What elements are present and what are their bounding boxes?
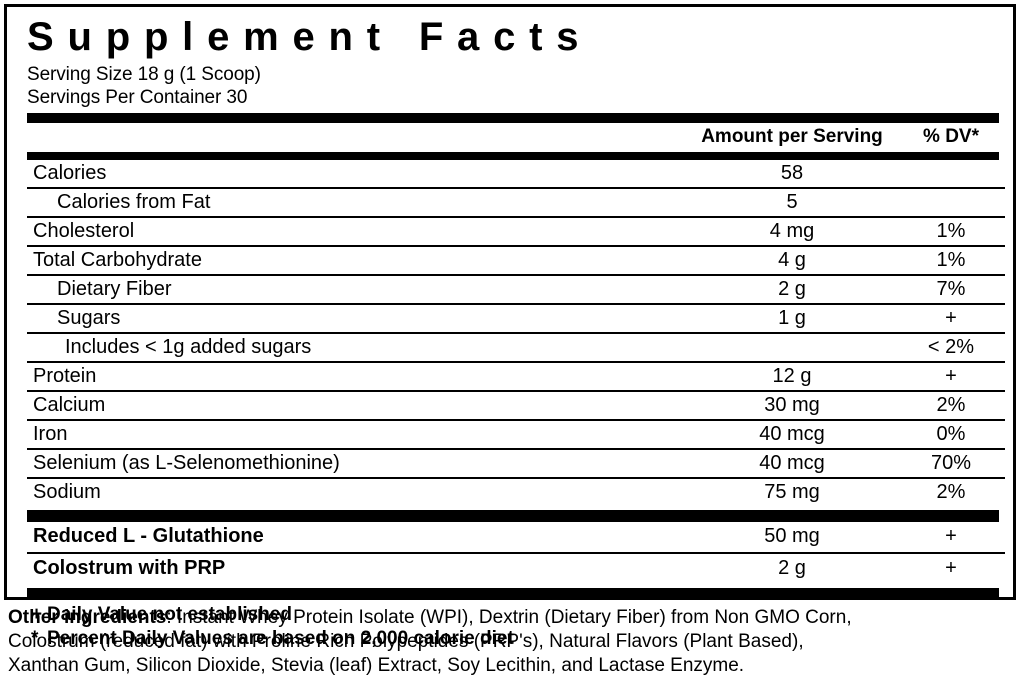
nutrient-percent-dv: 2% — [897, 390, 1005, 420]
table-row: Calories 58 — [27, 160, 1005, 188]
highlighted-ingredient-percent-dv: + — [897, 552, 1005, 584]
table-row: Sugars 1 g + — [27, 303, 1005, 333]
other-ingredients-line: Colostrum (reduced fat) with Proline Ric… — [8, 630, 1016, 654]
nutrient-name: Selenium (as L-Selenomethionine) — [27, 448, 687, 478]
highlighted-ingredients-table: Reduced L - Glutathione 50 mg + Colostrum w… — [27, 522, 1005, 584]
nutrient-amount: 40 mcg — [687, 419, 897, 449]
header-amount-per-serving: Amount per Serving — [701, 126, 883, 147]
nutrient-amount: 12 g — [687, 361, 897, 391]
table-row: Reduced L - Glutathione 50 mg + — [27, 522, 1005, 553]
table-row: Protein 12 g + — [27, 361, 1005, 391]
nutrient-percent-dv: 2% — [897, 477, 1005, 506]
header-percent-dv: % DV* — [923, 126, 979, 147]
nutrient-name: Total Carbohydrate — [27, 245, 687, 275]
nutrient-name: Iron — [27, 419, 687, 449]
nutrient-name: Dietary Fiber — [27, 274, 687, 304]
other-ingredients-separator: : — [166, 607, 172, 628]
other-ingredients-label: Other ingredients — [8, 607, 167, 628]
table-row: Colostrum with PRP 2 g + — [27, 552, 1005, 584]
footnote-text: Daily Value not established — [47, 604, 292, 625]
nutrient-name: Sugars — [27, 303, 687, 333]
nutrient-amount: 75 mg — [687, 477, 897, 506]
highlighted-ingredient-percent-dv: + — [945, 525, 957, 547]
footnote: + Daily Value not established — [27, 603, 999, 627]
table-header-row: Amount per Serving % DV* — [27, 123, 1005, 152]
nutrient-percent-dv: 70% — [897, 448, 1005, 478]
nutrient-name: Calories — [33, 162, 107, 184]
nutrient-amount: 2 g — [687, 274, 897, 304]
highlighted-ingredient-amount: 2 g — [687, 552, 897, 584]
nutrient-percent-dv: 0% — [897, 419, 1005, 449]
nutrient-percent-dv: + — [897, 303, 1005, 333]
nutrient-amount: 4 g — [687, 245, 897, 275]
footnotes-group: + Daily Value not established * Percent Dai… — [27, 600, 999, 651]
nutrients-table: Calories 58 Calories from Fat 5 Cholesterol 4… — [27, 160, 1005, 506]
footnote-marker: * — [31, 628, 39, 649]
nutrient-amount: 58 — [780, 162, 804, 184]
nutrient-percent-dv: 1% — [897, 216, 1005, 246]
other-ingredients-line: Other ingredients: Instant Whey Protein … — [8, 606, 1016, 630]
table-row: Calcium 30 mg 2% — [27, 390, 1005, 420]
other-ingredients-line: Xanthan Gum, Silicon Dioxide, Stevia (le… — [8, 654, 1016, 678]
footnote-text: Percent Daily Values are based on 2,000 … — [47, 628, 514, 649]
nutrient-amount: 30 mg — [687, 390, 897, 420]
nutrient-name: Calcium — [27, 390, 687, 420]
divider-thick-before-highlights — [27, 510, 999, 522]
supplement-facts-panel: Supplement Facts Serving Size 18 g (1 Sc… — [4, 4, 1016, 649]
nutrient-name: Sodium — [27, 477, 687, 506]
other-ingredients-text: Xanthan Gum, Silicon Dioxide, Stevia (le… — [8, 655, 745, 676]
nutrient-amount: 40 mcg — [687, 448, 897, 478]
nutrient-amount: 4 mg — [687, 216, 897, 246]
nutrient-name: Cholesterol — [27, 216, 687, 246]
table-row: Total Carbohydrate 4 g 1% — [27, 245, 1005, 275]
nutrient-percent-dv — [897, 160, 1005, 188]
highlighted-ingredient-name: Colostrum with PRP — [27, 552, 687, 584]
servings-per-container-text: Servings Per Container 30 — [27, 87, 248, 108]
highlighted-ingredient-name: Reduced L - Glutathione — [33, 525, 264, 547]
nutrient-percent-dv — [897, 187, 1005, 217]
table-row: Sodium 75 mg 2% — [27, 477, 1005, 506]
other-ingredients-text: Instant Whey Protein Isolate (WPI), Dext… — [171, 607, 852, 628]
other-ingredients-text: Colostrum (reduced fat) with Proline Ric… — [8, 631, 804, 652]
other-ingredients-block: Other ingredients: Instant Whey Protein … — [8, 606, 1016, 678]
nutrition-header-table: Amount per Serving % DV* — [27, 123, 1005, 152]
page-title: Supplement Facts — [27, 15, 593, 59]
serving-size-text: Serving Size 18 g (1 Scoop) — [27, 64, 261, 85]
nutrient-amount — [687, 332, 897, 362]
table-row: Selenium (as L-Selenomethionine) 40 mcg 70… — [27, 448, 1005, 478]
table-row: Calories from Fat 5 — [27, 187, 1005, 217]
nutrient-percent-dv: 7% — [897, 274, 1005, 304]
divider-thick-header-bottom — [27, 152, 999, 160]
nutrient-name: Protein — [27, 361, 687, 391]
nutrient-amount: 1 g — [687, 303, 897, 333]
nutrient-percent-dv: 1% — [897, 245, 1005, 275]
divider-thick-top — [27, 113, 999, 123]
footnote: * Percent Daily Values are based on 2,000… — [27, 627, 999, 651]
divider-thick-before-footnotes — [27, 588, 999, 600]
highlighted-ingredient-amount: 50 mg — [764, 525, 820, 547]
nutrient-name: Calories from Fat — [27, 187, 687, 217]
table-row: Dietary Fiber 2 g 7% — [27, 274, 1005, 304]
table-row: Iron 40 mcg 0% — [27, 419, 1005, 449]
nutrient-percent-dv: + — [897, 361, 1005, 391]
nutrient-amount: 5 — [687, 187, 897, 217]
table-row: Cholesterol 4 mg 1% — [27, 216, 1005, 246]
table-row: Includes < 1g added sugars < 2% — [27, 332, 1005, 362]
header-blank-cell — [27, 123, 687, 152]
nutrient-name: Includes < 1g added sugars — [27, 332, 687, 362]
footnote-marker: + — [31, 604, 43, 625]
nutrient-percent-dv: < 2% — [897, 332, 1005, 362]
